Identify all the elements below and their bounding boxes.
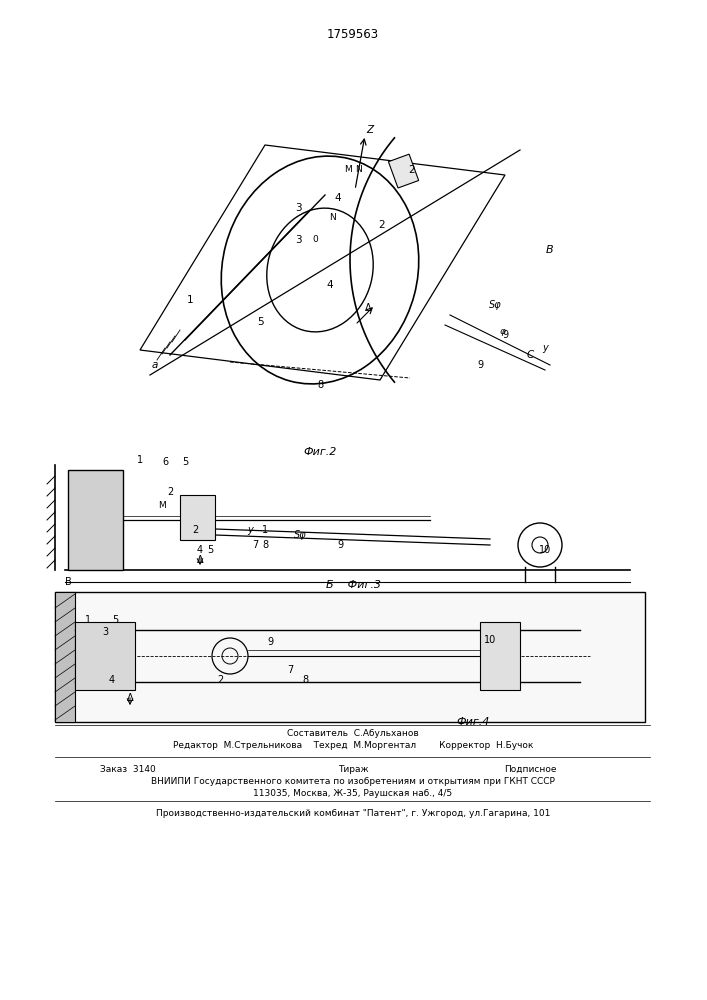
Text: Тираж: Тираж [338,764,368,774]
Text: M: M [158,500,166,510]
Text: 3: 3 [295,235,301,245]
Text: y: y [247,525,253,535]
Bar [68,470,123,570]
Bar [480,622,520,690]
Text: Z: Z [366,125,373,135]
Text: 4: 4 [109,675,115,685]
Text: 0: 0 [312,235,318,244]
Text: 2: 2 [379,220,385,230]
Bar [75,622,135,690]
Text: 113035, Москва, Ж-35, Раушская наб., 4/5: 113035, Москва, Ж-35, Раушская наб., 4/5 [253,788,452,798]
Text: 7: 7 [252,540,258,550]
Text: 1: 1 [262,525,268,535]
Text: 7: 7 [287,665,293,675]
Text: 2: 2 [167,487,173,497]
Text: ВНИИПИ Государственного комитета по изобретениям и открытиям при ГКНТ СССР: ВНИИПИ Государственного комитета по изоб… [151,776,555,786]
Text: 1759563: 1759563 [327,28,379,41]
Text: φ: φ [500,328,506,336]
Text: Подписное: Подписное [504,764,556,774]
Text: 3: 3 [295,203,301,213]
Text: B: B [65,577,71,587]
Text: C: C [527,350,534,360]
Text: 9: 9 [337,540,343,550]
Text: 3: 3 [102,627,108,637]
Text: 8: 8 [262,540,268,550]
Text: 9: 9 [267,637,273,647]
Text: 4: 4 [334,193,341,203]
Text: 9: 9 [502,330,508,340]
Text: 5: 5 [207,545,213,555]
Text: y: y [542,343,548,353]
Text: N: N [329,214,335,223]
Text: 2: 2 [409,165,415,175]
Text: a: a [152,360,158,370]
Text: 8: 8 [302,675,308,685]
Text: 9: 9 [477,360,483,370]
Text: 1: 1 [137,455,143,465]
Text: 5: 5 [257,317,263,327]
Text: 1: 1 [85,615,91,625]
Text: Составитель  С.Абульханов: Составитель С.Абульханов [287,728,419,738]
Text: 4: 4 [327,280,333,290]
Text: Фиг.2: Фиг.2 [303,447,337,457]
Text: 2: 2 [217,675,223,685]
Text: 10: 10 [539,545,551,555]
Text: Б    Фиг.3: Б Фиг.3 [325,580,380,590]
Bar [55,592,645,722]
Text: 1: 1 [187,295,193,305]
Text: Δ: Δ [127,693,134,703]
Text: 5: 5 [182,457,188,467]
Text: N: N [355,165,361,174]
Text: Sφ: Sφ [293,530,306,540]
Text: Δ: Δ [365,303,371,313]
Text: Sφ: Sφ [489,300,501,310]
Text: Редактор  М.Стрельникова    Техред  М.Моргентал        Корректор  Н.Бучок: Редактор М.Стрельникова Техред М.Моргент… [173,740,533,750]
Text: M: M [344,165,352,174]
Text: Фиг.4: Фиг.4 [457,717,490,727]
Bar [180,495,215,540]
Text: Производственно-издательский комбинат "Патент", г. Ужгород, ул.Гагарина, 101: Производственно-издательский комбинат "П… [156,808,550,818]
Text: 5: 5 [112,615,118,625]
Text: 4: 4 [197,545,203,555]
Bar [55,592,75,722]
Bar [388,154,419,188]
Text: 8: 8 [317,380,323,390]
Text: 2: 2 [192,525,198,535]
Text: 10: 10 [484,635,496,645]
Text: Δ: Δ [197,555,204,565]
Text: B: B [547,245,554,255]
Text: Заказ  3140: Заказ 3140 [100,764,156,774]
Text: 6: 6 [162,457,168,467]
